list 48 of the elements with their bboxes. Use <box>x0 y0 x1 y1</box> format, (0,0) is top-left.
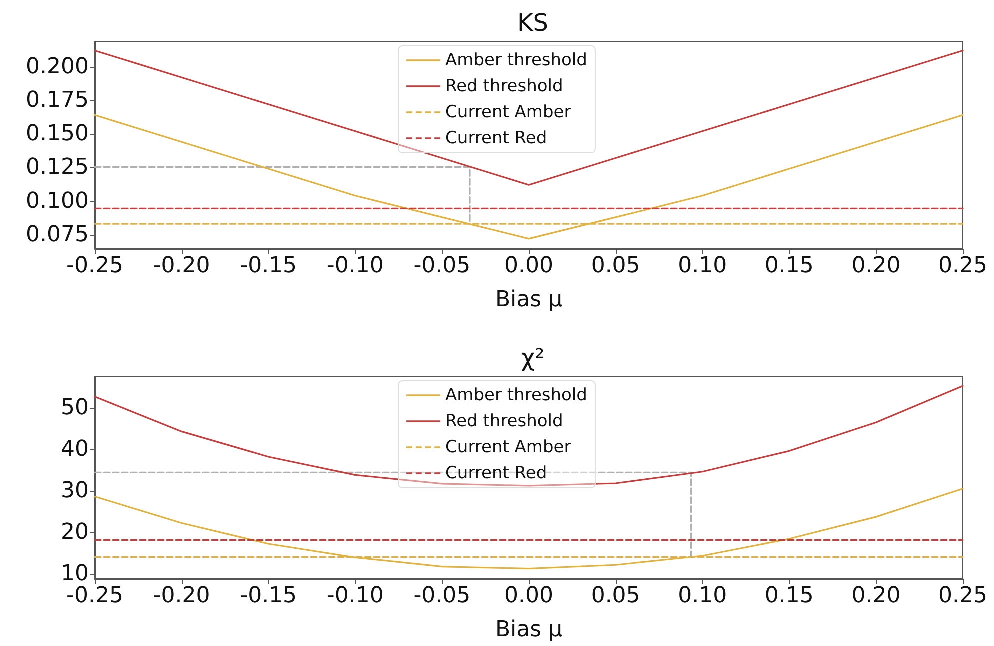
x-tick-label: 0.25 <box>938 584 988 608</box>
legend-label: Current Red <box>446 128 548 148</box>
y-tick-label: 0.150 <box>26 122 89 147</box>
line-series <box>94 488 964 570</box>
x-tick-label: -0.10 <box>326 254 384 278</box>
legend-label: Current Amber <box>446 102 572 122</box>
x-tick-label: -0.20 <box>153 584 210 608</box>
x-tick-label: -0.10 <box>326 584 384 608</box>
y-tick-label: 0.125 <box>26 155 89 180</box>
line-series <box>94 385 964 487</box>
chart-title: KS <box>518 9 548 37</box>
y-tick-label: 0.175 <box>26 88 89 113</box>
x-axis-title: Bias μ <box>495 288 563 312</box>
x-tick-label: 0.20 <box>852 254 901 278</box>
x-tick-label: 0.00 <box>504 584 554 608</box>
legend-label: Current Red <box>446 464 548 484</box>
line-series <box>94 50 964 186</box>
x-tick-label: -0.05 <box>414 254 471 278</box>
x-tick-label: 0.15 <box>764 254 814 278</box>
legend-label: Amber threshold <box>446 50 588 70</box>
legend-label: Red threshold <box>446 412 564 432</box>
x-tick-label: 0.05 <box>591 254 640 278</box>
x-tick-label: 0.15 <box>764 584 814 608</box>
chart-title: χ² <box>521 344 545 372</box>
x-tick-label: -0.15 <box>240 254 298 278</box>
y-tick-label: 10 <box>61 561 89 586</box>
x-tick-label: 0.10 <box>678 584 728 608</box>
x-tick-label: 0.05 <box>591 584 640 608</box>
x-tick-label: 0.25 <box>938 254 988 278</box>
x-tick-label: 0.00 <box>504 254 554 278</box>
y-tick-label: 0.200 <box>26 54 89 80</box>
x-tick-label: -0.25 <box>66 254 124 278</box>
y-tick-label: 30 <box>61 478 89 504</box>
legend-label: Amber threshold <box>446 386 588 406</box>
x-tick-label: -0.05 <box>414 584 471 608</box>
x-tick-label: 0.10 <box>678 254 728 278</box>
legend-label: Red threshold <box>446 76 564 96</box>
x-tick-label: -0.25 <box>66 584 124 608</box>
legend-label: Current Amber <box>446 438 572 458</box>
x-tick-label: -0.20 <box>153 254 210 278</box>
x-tick-label: 0.20 <box>852 584 901 608</box>
y-tick-label: 40 <box>61 437 89 462</box>
y-tick-label: 50 <box>61 396 89 421</box>
y-tick-label: 0.075 <box>26 222 89 248</box>
y-tick-label: 20 <box>61 520 89 545</box>
x-axis-title: Bias μ <box>495 618 563 642</box>
y-tick-label: 0.100 <box>26 188 89 214</box>
x-tick-label: -0.15 <box>240 584 298 608</box>
